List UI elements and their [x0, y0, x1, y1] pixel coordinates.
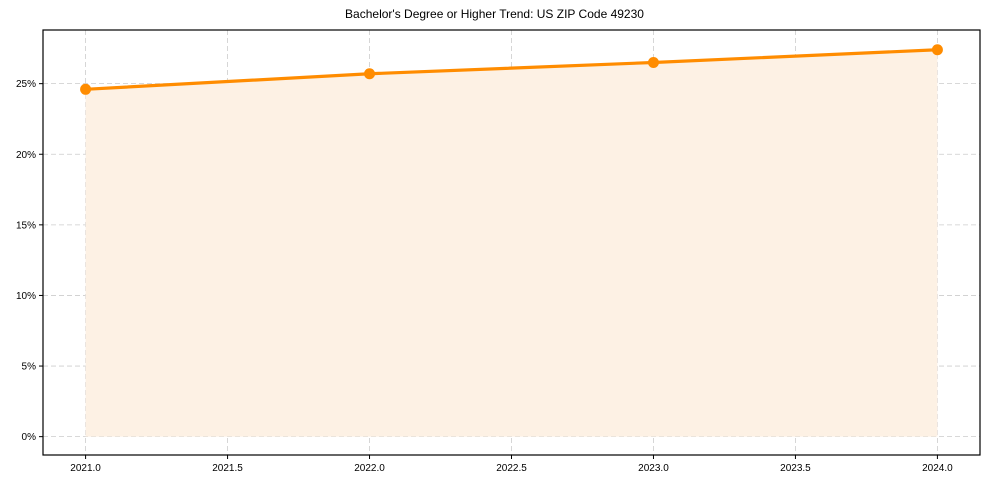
- data-line: [85, 48, 938, 91]
- x-axis: 2021.0 2021.5 2022.0 2022.5 2023.0 2023.5 2024…: [70, 455, 953, 474]
- x-tick-label: 2021.5: [212, 463, 243, 474]
- x-tick-label: 2023.5: [780, 463, 811, 474]
- y-tick-label: 0%: [22, 432, 37, 443]
- x-tick-label: 2023.0: [638, 463, 669, 474]
- data-point-marker: [931, 44, 943, 56]
- y-axis: 0% 5% 10% 15% 20% 25%: [16, 79, 43, 443]
- data-point-marker: [80, 83, 92, 95]
- x-tick-label: 2021.0: [70, 463, 101, 474]
- y-tick-label: 20%: [16, 150, 36, 161]
- chart-title: Bachelor's Degree or Higher Trend: US ZI…: [345, 7, 644, 21]
- data-point-marker: [364, 68, 376, 80]
- y-tick-label: 15%: [16, 220, 36, 231]
- x-tick-label: 2024.0: [922, 463, 953, 474]
- x-tick-label: 2022.5: [496, 463, 527, 474]
- y-tick-label: 10%: [16, 291, 36, 302]
- area-fill: [85, 49, 938, 437]
- x-tick-label: 2022.0: [354, 463, 385, 474]
- data-point-marker: [647, 56, 659, 68]
- y-tick-label: 25%: [16, 79, 36, 90]
- data-markers: [80, 44, 943, 95]
- y-tick-label: 5%: [22, 362, 37, 373]
